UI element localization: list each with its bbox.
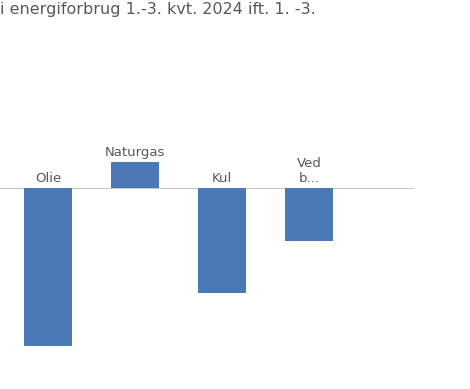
Text: Naturgas: Naturgas: [105, 146, 165, 159]
Bar: [24, 188, 72, 346]
Text: Olie: Olie: [35, 172, 61, 185]
Text: Ved
b...: Ved b...: [297, 157, 321, 185]
Text: Kul: Kul: [212, 172, 232, 185]
Bar: [111, 161, 159, 188]
Bar: [198, 188, 246, 293]
Bar: [285, 188, 333, 241]
Text: i energiforbrug 1.-3. kvt. 2024 ift. 1. -3.: i energiforbrug 1.-3. kvt. 2024 ift. 1. …: [0, 2, 316, 17]
